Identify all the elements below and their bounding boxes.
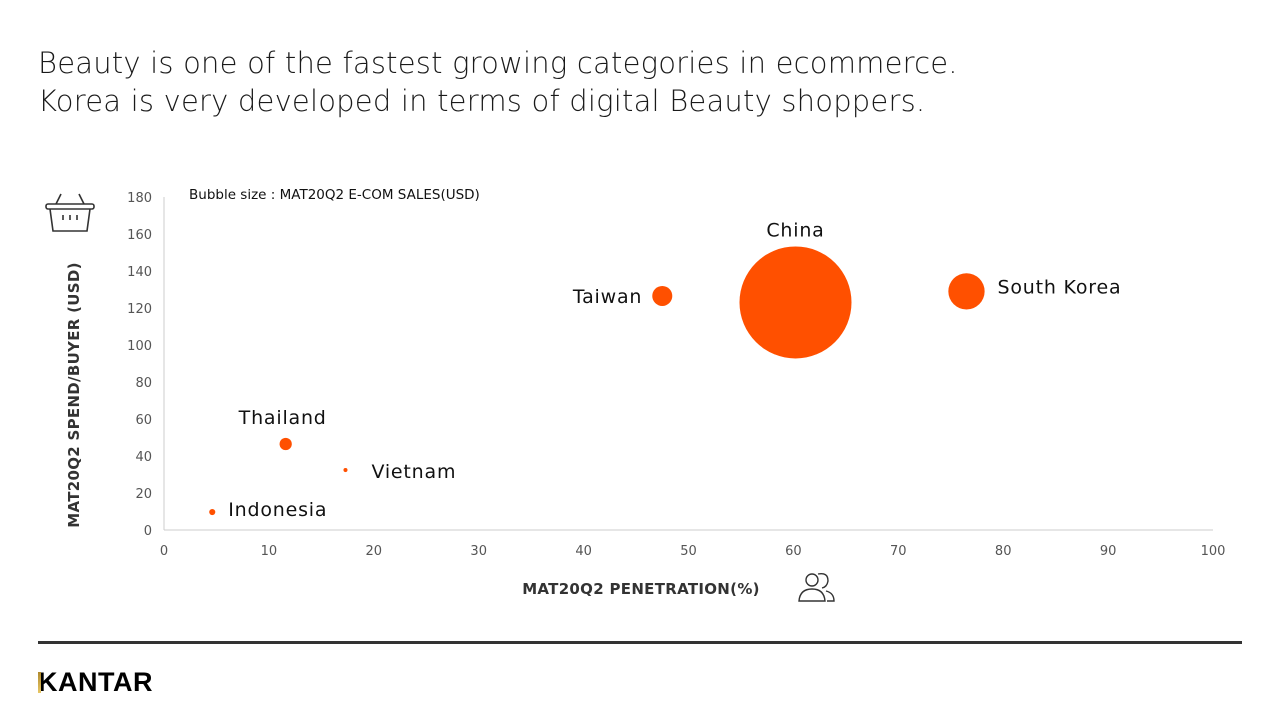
x-tick-label: 90	[1100, 544, 1117, 559]
shopping-basket-icon	[45, 193, 95, 232]
y-tick-label: 120	[127, 302, 152, 317]
title-line-1: Beauty is one of the fastest growing cat…	[38, 46, 958, 80]
x-tick-label: 10	[261, 544, 278, 559]
bubble-label: Vietnam	[371, 461, 456, 483]
bubble-taiwan	[652, 285, 673, 306]
bubble-label: South Korea	[997, 276, 1121, 298]
x-tick-label: 20	[366, 544, 383, 559]
x-tick-label: 70	[890, 544, 907, 559]
x-tick-label: 100	[1201, 544, 1226, 559]
y-tick-label: 80	[135, 376, 152, 391]
y-tick-label: 40	[135, 450, 152, 465]
bubble-south-korea	[948, 273, 985, 310]
y-tick-label: 0	[144, 524, 152, 539]
bubble-thailand	[279, 437, 292, 451]
y-tick-label: 60	[135, 413, 152, 428]
bubble-size-note: Bubble size : MAT20Q2 E-COM SALES(USD)	[189, 187, 480, 203]
bubble-label: Indonesia	[228, 499, 327, 521]
bubble-indonesia	[209, 508, 216, 516]
y-axis-title: MAT20Q2 SPEND/BUYER (USD)	[65, 262, 83, 528]
x-tick-label: 60	[785, 544, 802, 559]
x-tick-label: 80	[995, 544, 1012, 559]
x-axis-title: MAT20Q2 PENETRATION(%)	[522, 580, 760, 598]
y-tick-label: 20	[135, 487, 152, 502]
y-tick-label: 100	[127, 339, 152, 354]
y-tick-label: 140	[127, 265, 152, 280]
bubble-china	[739, 246, 852, 359]
bubble-label: Thailand	[238, 407, 327, 429]
x-tick-label: 30	[470, 544, 487, 559]
slide-title: Beauty is one of the fastest growing cat…	[38, 44, 958, 120]
footer-divider	[38, 641, 1242, 644]
y-tick-label: 160	[127, 228, 152, 243]
x-tick-label: 0	[160, 544, 168, 559]
bubble-vietnam	[343, 468, 348, 473]
bubble-label: China	[766, 219, 824, 241]
kantar-logo: KANTAR	[38, 667, 153, 697]
bubble-label: Taiwan	[572, 286, 642, 308]
y-tick-label: 180	[127, 191, 152, 206]
people-icon	[798, 572, 835, 602]
x-tick-label: 40	[575, 544, 592, 559]
x-tick-label: 50	[680, 544, 697, 559]
bubble-chart: Bubble size : MAT20Q2 E-COM SALES(USD) 0…	[45, 187, 1226, 602]
title-line-2: Korea is very developed in terms of digi…	[38, 84, 926, 118]
